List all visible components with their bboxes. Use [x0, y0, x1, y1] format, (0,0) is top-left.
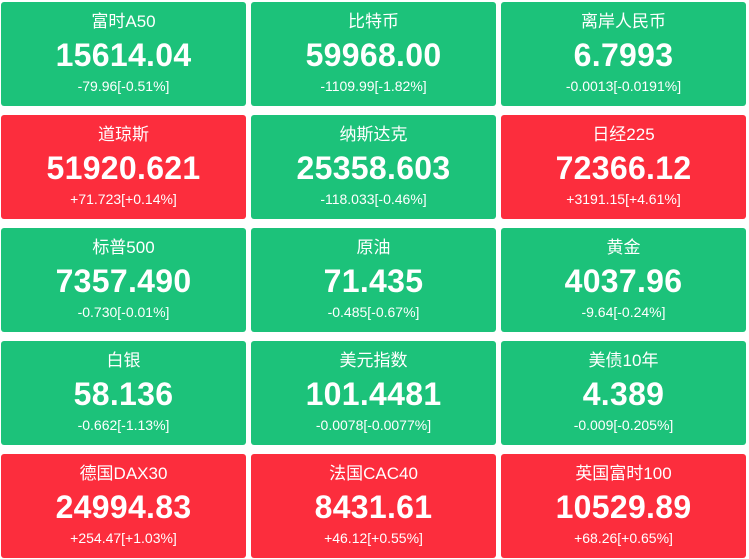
quote-price: 4.389: [582, 376, 665, 412]
quote-price: 72366.12: [555, 150, 692, 186]
quote-change: +3191.15[+4.61%]: [566, 191, 681, 207]
quote-name: 标普500: [92, 238, 155, 257]
quote-name: 美元指数: [339, 351, 408, 370]
quote-name: 英国富时100: [575, 464, 672, 483]
quote-tile-ftse-china-a50[interactable]: 富时A50 15614.04 -79.96[-0.51%]: [1, 2, 246, 106]
quote-change: -9.64[-0.24%]: [581, 304, 666, 320]
quote-name: 原油: [356, 238, 391, 257]
quote-name: 黄金: [606, 238, 641, 257]
quote-tile-offshore-rmb[interactable]: 离岸人民币 6.7993 -0.0013[-0.0191%]: [501, 2, 746, 106]
quote-tile-dow-jones[interactable]: 道琼斯 51920.621 +71.723[+0.14%]: [1, 115, 246, 219]
quote-change: -1109.99[-1.82%]: [320, 78, 427, 94]
quote-name: 离岸人民币: [581, 12, 666, 31]
quote-price: 4037.96: [564, 263, 683, 299]
quote-change: -0.485[-0.67%]: [327, 304, 420, 320]
quote-change: -0.730[-0.01%]: [77, 304, 170, 320]
quote-change: -79.96[-0.51%]: [77, 78, 170, 94]
quote-change: -0.0078[-0.0077%]: [315, 417, 432, 433]
quote-tile-nasdaq[interactable]: 纳斯达克 25358.603 -118.033[-0.46%]: [251, 115, 496, 219]
quote-price: 7357.490: [55, 263, 192, 299]
quote-name: 富时A50: [91, 12, 156, 31]
quote-change: +254.47[+1.03%]: [70, 530, 177, 546]
quote-change: +71.723[+0.14%]: [70, 191, 177, 207]
quote-tile-ftse-100[interactable]: 英国富时100 10529.89 +68.26[+0.65%]: [501, 454, 746, 558]
quote-name: 法国CAC40: [329, 464, 418, 483]
quote-tile-silver[interactable]: 白银 58.136 -0.662[-1.13%]: [1, 341, 246, 445]
quote-price: 59968.00: [305, 37, 442, 73]
quote-price: 6.7993: [573, 37, 674, 73]
quote-price: 71.435: [323, 263, 424, 299]
quote-price: 8431.61: [314, 489, 433, 525]
quote-change: +46.12[+0.55%]: [324, 530, 423, 546]
quote-name: 日经225: [592, 125, 655, 144]
quote-tile-nikkei-225[interactable]: 日经225 72366.12 +3191.15[+4.61%]: [501, 115, 746, 219]
quote-name: 纳斯达克: [339, 125, 408, 144]
quote-tile-bitcoin[interactable]: 比特币 59968.00 -1109.99[-1.82%]: [251, 2, 496, 106]
quote-price: 58.136: [73, 376, 174, 412]
quote-name: 比特币: [348, 12, 399, 31]
quote-tile-dax-30[interactable]: 德国DAX30 24994.83 +254.47[+1.03%]: [1, 454, 246, 558]
quote-tile-gold[interactable]: 黄金 4037.96 -9.64[-0.24%]: [501, 228, 746, 332]
quote-change: -0.009[-0.205%]: [573, 417, 674, 433]
quote-tile-us-dollar-index[interactable]: 美元指数 101.4481 -0.0078[-0.0077%]: [251, 341, 496, 445]
quote-name: 德国DAX30: [79, 464, 168, 483]
quote-price: 51920.621: [46, 150, 201, 186]
quote-price: 15614.04: [55, 37, 192, 73]
quote-tile-crude-oil[interactable]: 原油 71.435 -0.485[-0.67%]: [251, 228, 496, 332]
quote-tile-cac-40[interactable]: 法国CAC40 8431.61 +46.12[+0.55%]: [251, 454, 496, 558]
quote-price: 10529.89: [555, 489, 692, 525]
quote-price: 24994.83: [55, 489, 192, 525]
quote-name: 美债10年: [588, 351, 659, 370]
quote-change: +68.26[+0.65%]: [574, 530, 673, 546]
quote-change: -118.033[-0.46%]: [320, 191, 427, 207]
quote-tile-us-10y-treasury[interactable]: 美债10年 4.389 -0.009[-0.205%]: [501, 341, 746, 445]
quote-name: 道琼斯: [98, 125, 149, 144]
quote-price: 25358.603: [296, 150, 451, 186]
quote-price: 101.4481: [305, 376, 442, 412]
quote-change: -0.662[-1.13%]: [77, 417, 170, 433]
quote-name: 白银: [106, 351, 141, 370]
quote-change: -0.0013[-0.0191%]: [565, 78, 682, 94]
quote-tile-sp-500[interactable]: 标普500 7357.490 -0.730[-0.01%]: [1, 228, 246, 332]
